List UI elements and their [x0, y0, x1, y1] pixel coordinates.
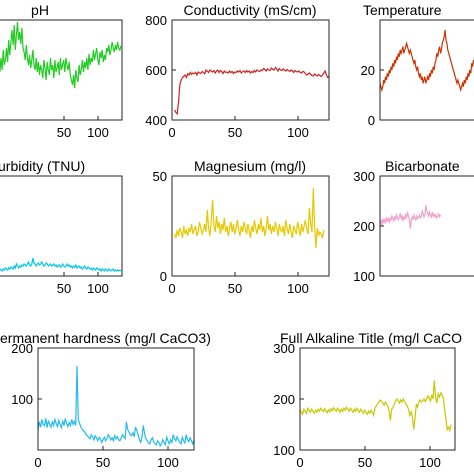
ph-title: pH — [31, 2, 49, 18]
subplot-magnesium: 0 50 100 0 50 Magnesium (mg/l) — [153, 158, 330, 296]
bicarbonate-ytick-label: 200 — [353, 219, 375, 234]
bicarbonate-axes-box — [379, 175, 474, 277]
full_alkaline_title-xtick-label: 100 — [419, 455, 441, 470]
magnesium-xtick-label: 100 — [287, 281, 309, 296]
permanent_hardness-xtick-label: 50 — [96, 455, 110, 470]
conductivity-xtick-label: 50 — [228, 125, 242, 140]
full_alkaline_title-ytick-label: 300 — [273, 341, 295, 356]
conductivity-axes-box — [171, 19, 330, 121]
ph-series-line — [0, 21, 122, 89]
full_alkaline_title-axes-box — [299, 347, 456, 451]
temperature-series-line — [380, 29, 474, 93]
ph-xtick-label: 50 — [57, 125, 71, 140]
permanent_hardness-xtick-label: 100 — [157, 455, 179, 470]
full_alkaline_title-ytick-label: 200 — [273, 392, 295, 407]
permanent_hardness-ytick-label: 200 — [11, 341, 33, 356]
ph-axes-box — [0, 19, 123, 121]
conductivity-ytick-label: 400 — [145, 113, 167, 128]
turbidity-xtick-label: 50 — [57, 281, 71, 296]
conductivity-xtick-label: 100 — [287, 125, 309, 140]
ph-xtick-label: 100 — [87, 125, 109, 140]
full_alkaline_title-series-line — [300, 380, 452, 433]
temperature-ytick-label: 0 — [368, 113, 375, 128]
subplot-bicarbonate: 100 200 300 Bicarbonate — [353, 158, 474, 284]
temperature-axes-box — [379, 19, 474, 121]
magnesium-xtick-label: 50 — [228, 281, 242, 296]
full_alkaline_title-ytick-label: 100 — [273, 443, 295, 458]
conductivity-title: Conductivity (mS/cm) — [183, 2, 316, 18]
conductivity-ytick-label: 800 — [145, 13, 167, 28]
full_alkaline_title-xtick-label: 0 — [296, 455, 303, 470]
subplot-ph: 50 100 pH — [0, 2, 123, 140]
magnesium-title: Magnesium (mg/l) — [194, 158, 306, 174]
conductivity-series-line — [174, 66, 329, 116]
magnesium-ytick-label: 50 — [153, 169, 167, 184]
conductivity-ytick-label: 600 — [145, 63, 167, 78]
turbidity-series-line — [0, 257, 122, 273]
magnesium-axes-box — [171, 175, 330, 277]
bicarbonate-title: Bicarbonate — [385, 158, 460, 174]
bicarbonate-ytick-label: 100 — [353, 269, 375, 284]
temperature-title: Temperature — [363, 2, 442, 18]
permanent_hardness-xtick-label: 0 — [34, 455, 41, 470]
full_alkaline_title-xtick-label: 50 — [358, 455, 372, 470]
subplot-turbidity: 50 100 urbidity (TNU) — [0, 158, 123, 296]
turbidity-title: urbidity (TNU) — [0, 158, 85, 174]
subplot-conductivity: 0 50 100 400 600 800 Conductivity (mS/cm) — [145, 2, 330, 140]
permanent_hardness-axes-box — [37, 347, 195, 451]
turbidity-xtick-label: 100 — [87, 281, 109, 296]
bicarbonate-series-line — [380, 204, 442, 229]
magnesium-xtick-label: 0 — [168, 281, 175, 296]
temperature-ytick-label: 20 — [361, 63, 375, 78]
permanent_hardness-title: ermanent hardness (mg/l CaCO3) — [0, 330, 211, 346]
permanent_hardness-ytick-label: 100 — [11, 392, 33, 407]
subplot-temperature: 0 20 Temperature — [361, 2, 474, 128]
bicarbonate-ytick-label: 300 — [353, 169, 375, 184]
full_alkaline_title-title: Full Alkaline Title (mg/l CaCO — [280, 330, 462, 346]
magnesium-ytick-label: 0 — [160, 269, 167, 284]
magnesium-series-line — [174, 187, 325, 249]
permanent_hardness-series-line — [38, 365, 194, 448]
turbidity-axes-box — [0, 175, 123, 277]
conductivity-xtick-label: 0 — [168, 125, 175, 140]
